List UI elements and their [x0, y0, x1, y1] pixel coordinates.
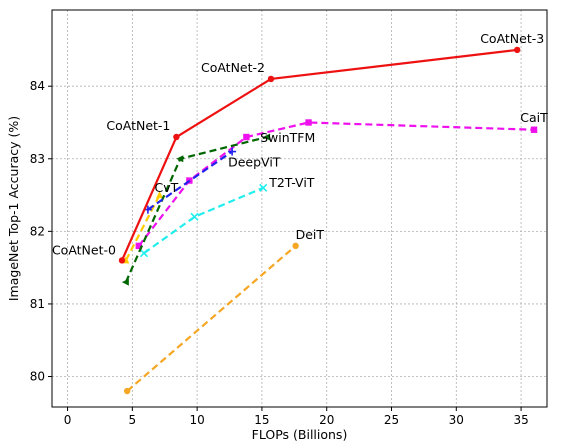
series-label-deepvit: DeepViT: [228, 155, 281, 170]
label-layer: CoAtNet-0 CoAtNet-1 CoAtNet-2 CoAtNet-3 CaiT…: [52, 31, 548, 257]
tick-layer: 0 5 10 15 20 25 30 35 80 81 82 83 84: [30, 79, 529, 427]
data-point-deit-1: [292, 242, 299, 250]
series-t2t-vit: [139, 183, 268, 258]
series-label-deit: DeiT: [296, 227, 325, 242]
data-point-swintfm-2: [263, 133, 271, 141]
data-point-swintfm-0: [121, 278, 129, 286]
series-line-t2t-vit: [143, 186, 264, 255]
y-tick-label: 81: [30, 297, 45, 311]
x-tick-label: 25: [384, 413, 399, 427]
series-layer: [118, 46, 538, 395]
data-point-coatnet-1: [173, 133, 180, 141]
x-tick-label: 0: [64, 413, 72, 427]
point-label-coatnet-0: CoAtNet-0: [52, 242, 116, 257]
y-axis-label: ImageNet Top-1 Accuracy (%): [6, 116, 21, 301]
x-axis-label: FLOPs (Billions): [252, 427, 348, 442]
y-tick-label: 82: [30, 224, 45, 238]
plot-area: [52, 10, 547, 407]
x-tick-label: 15: [254, 413, 269, 427]
data-point-cait-4: [530, 126, 538, 133]
data-point-cait-3: [305, 119, 312, 126]
x-tick-label: 5: [129, 413, 137, 427]
series-line-coatnet: [120, 48, 518, 261]
x-tick-label: 35: [513, 413, 528, 427]
y-tick-label: 84: [30, 79, 45, 93]
data-point-deepvit-1: [228, 147, 237, 156]
series-coatnet: [118, 46, 521, 264]
data-point-t2t-vit-2: [259, 183, 268, 192]
data-point-cvt-1: [156, 191, 164, 199]
grid: [52, 10, 547, 407]
point-label-coatnet-2: CoAtNet-2: [201, 60, 265, 75]
series-label-swintfm: SwinTFM: [260, 130, 315, 145]
data-point-coatnet-0: [118, 257, 126, 264]
series-line-deepvit: [147, 150, 233, 211]
y-tick-label: 83: [30, 152, 45, 166]
plot-frame: [51, 9, 548, 408]
series-label-t2t-vit: T2T-ViT: [268, 175, 315, 190]
x-tick-label: 30: [449, 413, 464, 427]
data-point-coatnet-3: [513, 46, 521, 54]
x-tick-label: 10: [189, 413, 204, 427]
point-label-coatnet-3: CoAtNet-3: [480, 31, 544, 46]
data-point-coatnet-2: [267, 75, 275, 83]
data-point-t2t-vit-1: [190, 212, 199, 221]
series-swintfm: [121, 133, 271, 286]
x-tick-label: 20: [319, 413, 334, 427]
data-point-cait-0: [135, 242, 143, 250]
data-point-cait-2: [243, 133, 250, 141]
y-tick-label: 80: [30, 370, 45, 384]
series-deit: [123, 242, 299, 395]
series-line-deit: [126, 245, 297, 392]
data-point-t2t-vit-0: [139, 249, 149, 258]
series-label-cvt: CvT: [155, 180, 179, 195]
data-point-deit-0: [123, 387, 131, 395]
data-point-swintfm-1: [176, 155, 184, 163]
series-label-cait: CaiT: [520, 110, 548, 125]
point-label-coatnet-1: CoAtNet-1: [106, 118, 170, 133]
series-line-cvt: [124, 194, 161, 261]
